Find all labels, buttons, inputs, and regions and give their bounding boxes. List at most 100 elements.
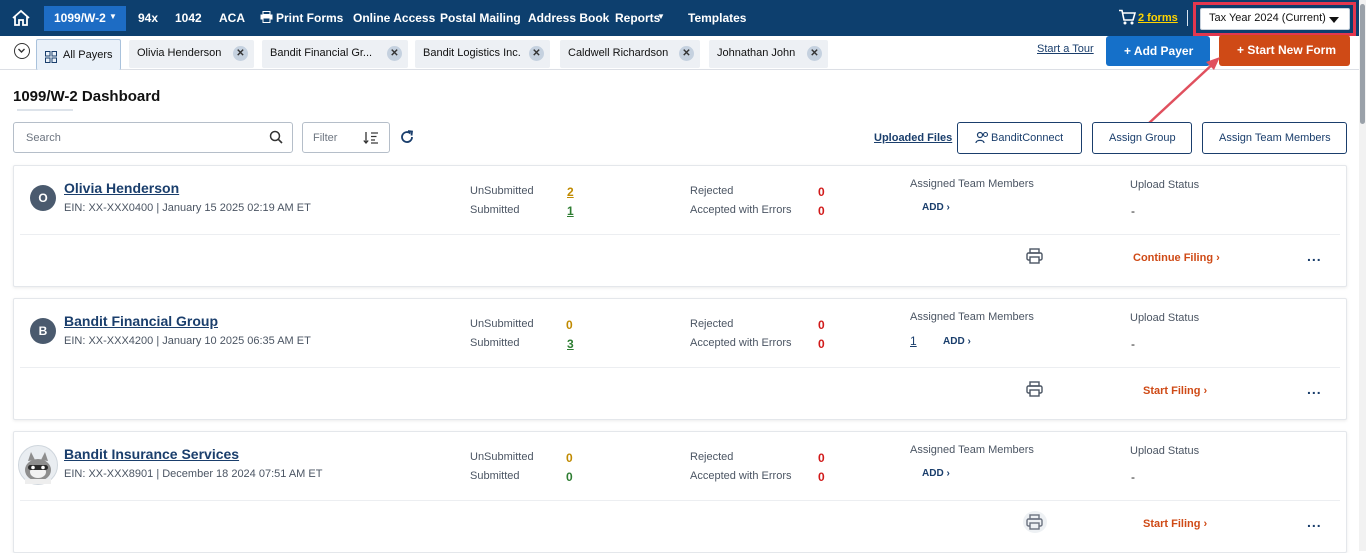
submitted-label: Submitted	[470, 337, 520, 349]
start-filing-link[interactable]: Start Filing ›	[1143, 385, 1208, 397]
accepted-errors-count: 0	[818, 204, 825, 218]
add-team-member-link[interactable]: ADD ›	[922, 202, 950, 213]
collapse-toggle-icon[interactable]	[14, 43, 30, 59]
tab-all-payers[interactable]: All Payers	[36, 39, 121, 70]
filter-dropdown[interactable]: Filter	[302, 122, 390, 153]
printer-icon[interactable]	[1023, 511, 1047, 533]
add-team-member-link[interactable]: ADD ›	[943, 336, 971, 347]
payer-name-link[interactable]: Bandit Financial Group	[64, 313, 219, 329]
home-icon[interactable]	[10, 8, 44, 30]
chevron-down-icon: ▼	[657, 12, 665, 21]
tab-payer-label: Caldwell Richardson	[568, 47, 669, 59]
divider	[1187, 10, 1188, 26]
more-options-icon[interactable]: ...	[1307, 248, 1322, 264]
page-title: 1099/W-2 Dashboard	[13, 88, 161, 105]
tax-year-select[interactable]: Tax Year 2024 (Current)	[1200, 8, 1350, 30]
nav-reports[interactable]: Reports	[615, 11, 661, 25]
search-icon[interactable]	[269, 130, 283, 149]
payer-name-link[interactable]: Bandit Insurance Services	[64, 446, 240, 462]
refresh-icon[interactable]	[399, 129, 415, 150]
rejected-label: Rejected	[690, 318, 734, 330]
start-new-form-button[interactable]: + Start New Form	[1219, 35, 1350, 66]
nav-online-access[interactable]: Online Access	[353, 11, 436, 25]
start-filing-link[interactable]: Start Filing ›	[1143, 518, 1208, 530]
add-payer-label: + Add Payer	[1124, 44, 1194, 58]
nav-print-forms[interactable]: Print Forms	[276, 11, 344, 25]
caret-down-icon	[1329, 17, 1339, 23]
filter-placeholder: Filter	[313, 132, 338, 144]
payer-meta: EIN: XX-XXX4200 | January 10 2025 06:35 …	[64, 335, 311, 347]
tab-payer-label: Johnathan John	[717, 47, 796, 59]
assign-team-members-button[interactable]: Assign Team Members	[1202, 122, 1347, 154]
unsubmitted-count-link[interactable]: 2	[567, 185, 574, 199]
unsubmitted-label: UnSubmitted	[470, 185, 534, 197]
upload-status-label: Upload Status	[1130, 445, 1200, 457]
assigned-team-label: Assigned Team Members	[910, 444, 1034, 456]
nav-94x[interactable]: 94x	[138, 11, 159, 25]
title-underline	[17, 109, 73, 111]
avatar: B	[30, 318, 56, 344]
tab-payer-label: Bandit Logistics Inc.	[423, 47, 521, 59]
search-input[interactable]: Search	[13, 122, 293, 153]
nav-aca[interactable]: ACA	[219, 11, 245, 25]
page-scrollbar[interactable]	[1359, 0, 1366, 551]
add-team-member-link[interactable]: ADD ›	[922, 468, 950, 479]
payer-meta: EIN: XX-XXX8901 | December 18 2024 07:51…	[64, 468, 323, 480]
submitted-label: Submitted	[470, 470, 520, 482]
submitted-label: Submitted	[470, 204, 520, 216]
card-divider	[20, 367, 1340, 368]
payer-card: B Bandit Financial Group EIN: XX-XXX4200…	[13, 298, 1347, 420]
accepted-errors-count: 0	[818, 337, 825, 351]
bandit-connect-label: BanditConnect	[991, 132, 1064, 144]
people-icon	[975, 131, 989, 148]
close-icon[interactable]: ✕	[679, 46, 694, 61]
unsubmitted-label: UnSubmitted	[470, 318, 534, 330]
nav-1099-w2[interactable]: 1099/W-2	[54, 11, 106, 25]
tab-payer[interactable]: Olivia Henderson ✕	[129, 40, 254, 68]
assign-group-button[interactable]: Assign Group	[1092, 122, 1192, 154]
nav-templates[interactable]: Templates	[688, 11, 747, 25]
nav-address-book[interactable]: Address Book	[528, 11, 610, 25]
assigned-team-label: Assigned Team Members	[910, 178, 1034, 190]
raccoon-avatar-image	[18, 445, 58, 485]
accepted-errors-label: Accepted with Errors	[690, 470, 792, 482]
printer-icon[interactable]	[1026, 248, 1043, 269]
nav-postal-mailing[interactable]: Postal Mailing	[440, 11, 521, 25]
close-icon[interactable]: ✕	[529, 46, 544, 61]
tab-payer[interactable]: Bandit Financial Gr... ✕	[262, 40, 408, 68]
bandit-connect-button[interactable]: BanditConnect	[957, 122, 1082, 154]
tab-payer[interactable]: Bandit Logistics Inc. ✕	[415, 40, 550, 68]
tab-payer[interactable]: Caldwell Richardson ✕	[560, 40, 700, 68]
start-tour-link[interactable]: Start a Tour	[1037, 43, 1094, 55]
tab-payer-label: Bandit Financial Gr...	[270, 47, 373, 59]
submitted-count-link[interactable]: 1	[567, 204, 574, 218]
uploaded-files-link[interactable]: Uploaded Files	[874, 132, 953, 144]
payer-card: O Olivia Henderson EIN: XX-XXX0400 | Jan…	[13, 165, 1347, 287]
cart-icon[interactable]	[1118, 9, 1137, 30]
assign-team-members-label: Assign Team Members	[1219, 132, 1331, 144]
close-icon[interactable]: ✕	[807, 46, 822, 61]
sort-icon[interactable]	[363, 131, 379, 149]
add-payer-button[interactable]: + Add Payer	[1106, 36, 1210, 66]
unsubmitted-count: 0	[566, 451, 573, 465]
continue-filing-link[interactable]: Continue Filing ›	[1133, 252, 1220, 264]
nav-1099-w2-active[interactable]	[44, 6, 126, 31]
chevron-down-icon: ▼	[109, 12, 117, 21]
more-options-icon[interactable]: ...	[1307, 381, 1322, 397]
cart-forms-link[interactable]: 2 forms	[1138, 12, 1178, 24]
tab-payer-label: Olivia Henderson	[137, 47, 222, 59]
close-icon[interactable]: ✕	[387, 46, 402, 61]
top-navigation-bar: 1099/W-2 ▼ 94x 1042 ACA Print Forms Onli…	[0, 0, 1366, 36]
scrollbar-thumb[interactable]	[1360, 4, 1365, 124]
payer-name-link[interactable]: Olivia Henderson	[64, 180, 180, 196]
printer-icon[interactable]	[1026, 381, 1043, 402]
filing-label: Start Filing	[1143, 518, 1201, 530]
rejected-label: Rejected	[690, 451, 734, 463]
start-new-form-label: + Start New Form	[1237, 43, 1337, 57]
tab-payer[interactable]: Johnathan John ✕	[709, 40, 828, 68]
team-count-link[interactable]: 1	[910, 334, 917, 348]
submitted-count-link[interactable]: 3	[567, 337, 574, 351]
nav-1042[interactable]: 1042	[175, 11, 202, 25]
close-icon[interactable]: ✕	[233, 46, 248, 61]
more-options-icon[interactable]: ...	[1307, 514, 1322, 530]
